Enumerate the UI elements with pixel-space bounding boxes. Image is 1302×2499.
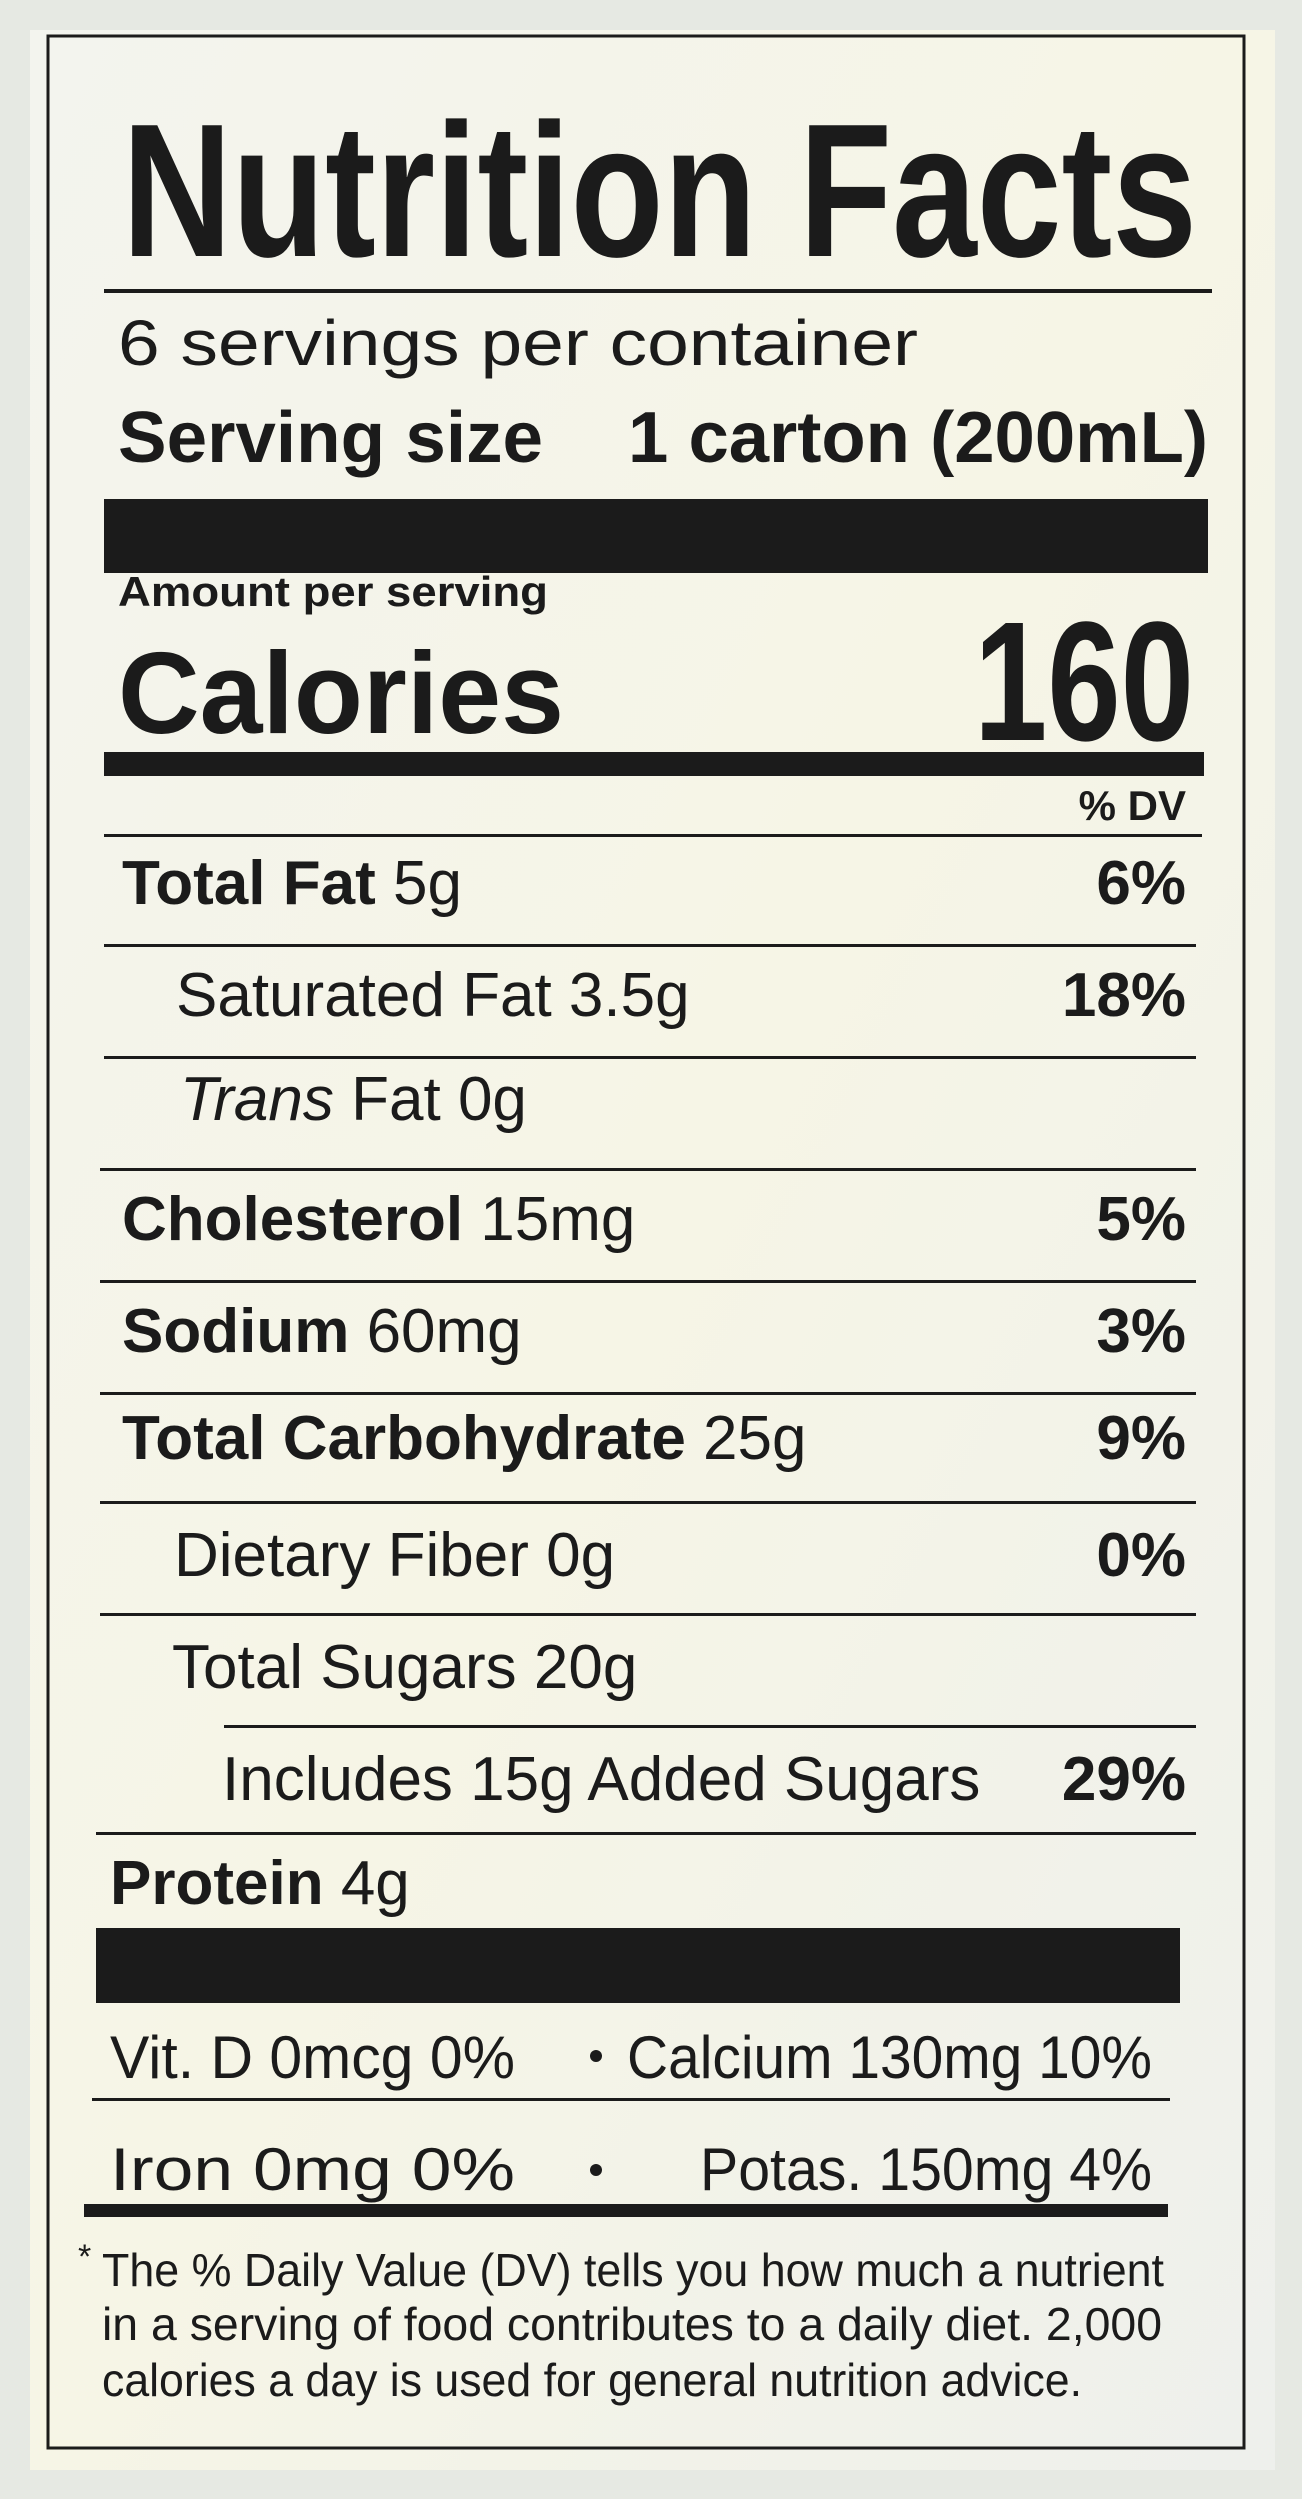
mineral: Calcium 130mg 10%	[627, 2024, 1152, 2091]
rule	[104, 1056, 1196, 1059]
rule	[100, 1501, 1196, 1504]
rule	[100, 1168, 1196, 1171]
rule	[100, 1392, 1196, 1395]
calories-value: 160	[974, 587, 1194, 777]
nutrient-amount: 5g	[393, 849, 462, 918]
medium-bar	[104, 752, 1204, 776]
nutrient-row: Total Fat 5g	[122, 849, 462, 918]
rule	[100, 1613, 1196, 1616]
nutrient-name: Includes 15g Added Sugars	[222, 1745, 980, 1814]
servings: 6 servings per container	[118, 307, 918, 379]
daily-value: 6%	[1096, 849, 1186, 918]
rule	[104, 944, 1196, 947]
daily-value: 5%	[1096, 1185, 1186, 1254]
rule	[224, 1725, 1196, 1728]
daily-value: 18%	[1062, 961, 1186, 1030]
nutrient-row: Saturated Fat 3.5g	[176, 961, 690, 1030]
serving-size-value: 1 carton (200mL)	[628, 398, 1208, 478]
calories-label: Calories	[118, 628, 564, 758]
nutrient-name: Protein	[110, 1849, 324, 1918]
bullet	[590, 2050, 602, 2062]
package-surface	[30, 30, 1275, 2470]
nutrient-amount: 20g	[534, 1633, 637, 1702]
nutrient-amount: 4g	[341, 1849, 410, 1918]
footnote-line: The % Daily Value (DV) tells you how muc…	[102, 2244, 1164, 2296]
daily-value: 3%	[1096, 1297, 1186, 1366]
daily-value: 0%	[1096, 1521, 1186, 1590]
rule	[100, 1280, 1196, 1283]
rule	[104, 834, 1202, 837]
bullet	[590, 2164, 602, 2176]
nutrient-row: Total Carbohydrate 25g	[122, 1404, 807, 1473]
nutrient-name: Dietary Fiber	[174, 1521, 529, 1590]
nutrient-row: Includes 15g Added Sugars	[222, 1745, 980, 1814]
nutrient-name: Saturated Fat	[176, 961, 552, 1030]
mineral: Potas. 150mg 4%	[700, 2136, 1152, 2203]
nutrient-prefix: Trans	[180, 1065, 334, 1134]
nutrient-name: Total Sugars	[172, 1633, 517, 1702]
nutrient-row: Trans Fat 0g	[180, 1065, 527, 1134]
mineral: Iron 0mg 0%	[110, 2136, 515, 2203]
footnote-line: in a serving of food contributes to a da…	[102, 2298, 1162, 2350]
nutrient-amount: 0g	[546, 1521, 615, 1590]
nutrient-name: Total Fat	[122, 849, 376, 918]
nutrient-name: Total Carbohydrate	[122, 1404, 686, 1473]
nutrient-name: Fat	[351, 1065, 441, 1134]
thick-bar	[96, 1928, 1180, 2003]
thick-bar	[104, 499, 1208, 573]
medium-bar	[84, 2204, 1168, 2217]
serving-size-label: Serving size	[118, 398, 543, 478]
nutrient-row: Dietary Fiber 0g	[174, 1521, 615, 1590]
mineral: Vit. D 0mcg 0%	[110, 2024, 515, 2091]
nutrient-amount: 60mg	[367, 1297, 522, 1366]
rule	[92, 2098, 1170, 2101]
nutrient-row: Sodium 60mg	[122, 1297, 522, 1366]
daily-value: 9%	[1096, 1404, 1186, 1473]
nutrient-row: Cholesterol 15mg	[122, 1185, 635, 1254]
nutrient-amount: 15mg	[480, 1185, 635, 1254]
nutrient-amount: 25g	[703, 1404, 806, 1473]
nutrient-name: Cholesterol	[122, 1185, 463, 1254]
nutrient-amount: 3.5g	[569, 961, 690, 1030]
dv-header: % DV	[1079, 782, 1186, 829]
nutrient-row: Protein 4g	[110, 1849, 410, 1918]
daily-value: 29%	[1062, 1745, 1186, 1814]
rule	[104, 289, 1212, 293]
nutrient-name: Sodium	[122, 1297, 349, 1366]
title: Nutrition Facts	[122, 85, 1197, 297]
footnote-asterisk: *	[78, 2238, 91, 2276]
footnote-line: calories a day is used for general nutri…	[102, 2354, 1082, 2406]
rule	[96, 1832, 1196, 1835]
amount-per-serving: Amount per serving	[118, 568, 548, 615]
label-border	[46, 34, 1246, 2450]
nutrient-amount: 0g	[458, 1065, 527, 1134]
nutrient-row: Total Sugars 20g	[172, 1633, 637, 1702]
